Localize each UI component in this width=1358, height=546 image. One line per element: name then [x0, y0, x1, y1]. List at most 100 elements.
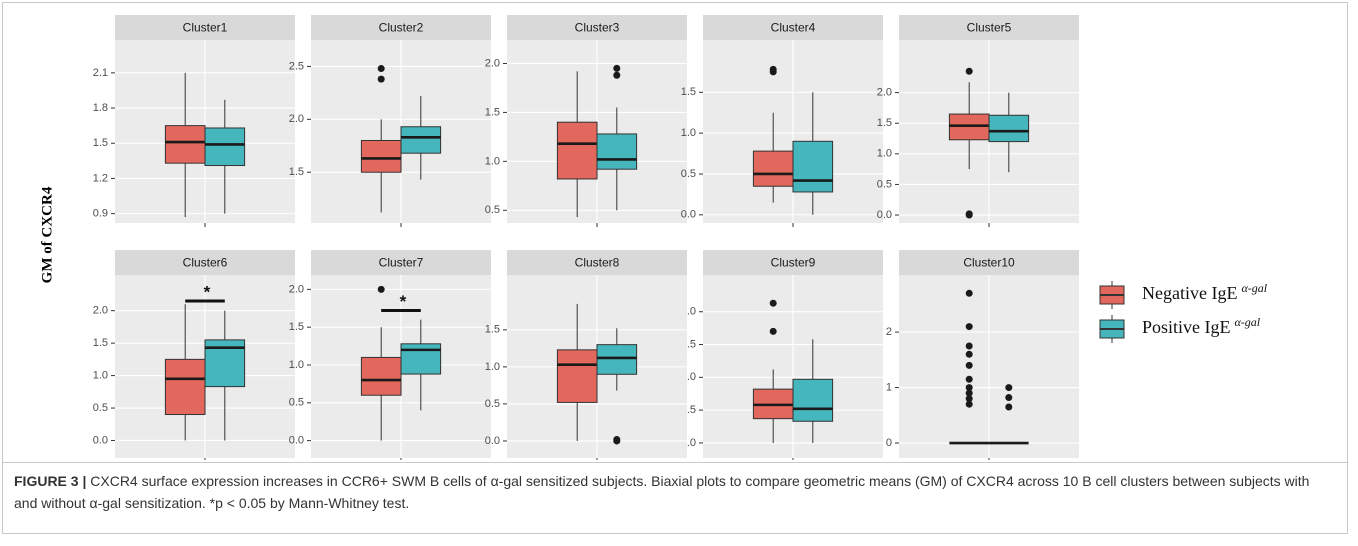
- box: [596, 133, 638, 170]
- box: [204, 127, 246, 167]
- outlier: [965, 400, 973, 408]
- significance-label: *: [400, 292, 407, 311]
- outlier: [965, 210, 973, 218]
- y-tick-label: 0.5: [93, 402, 108, 414]
- box: [792, 378, 834, 422]
- legend-superscript: α-gal: [1241, 281, 1267, 295]
- panel-title: Cluster8: [575, 256, 620, 270]
- legend-name: Negative IgE: [1142, 283, 1237, 303]
- y-tick-label: 1.8: [93, 102, 108, 114]
- y-tick-label: 1.0: [289, 359, 304, 371]
- y-tick-label: 1: [886, 381, 892, 393]
- y-tick-label: 0.9: [93, 208, 108, 220]
- box: [556, 121, 598, 180]
- y-tick-label: .0: [687, 371, 696, 383]
- y-tick-label: 2.0: [485, 57, 500, 69]
- y-tick-label: 1.5: [93, 337, 108, 349]
- y-tick-label: 2.0: [289, 283, 304, 295]
- y-tick-label: 2.0: [877, 87, 892, 99]
- box: [596, 344, 638, 375]
- panel-title: Cluster4: [771, 21, 816, 35]
- y-tick-label: 1.5: [93, 137, 108, 149]
- outlier: [1005, 394, 1013, 402]
- strip: [115, 15, 295, 40]
- panel-title: Cluster5: [967, 21, 1012, 35]
- box: [556, 349, 598, 403]
- outlier: [377, 65, 385, 73]
- outlier: [613, 71, 621, 79]
- figure-frame: [2, 2, 1348, 534]
- strip: [703, 15, 883, 40]
- outlier: [965, 395, 973, 403]
- y-tick-label: 1.0: [681, 127, 696, 139]
- y-tick-label: 1.5: [485, 106, 500, 118]
- box: [752, 150, 794, 187]
- outlier: [965, 384, 973, 392]
- chart: GM of CXCR4 Cluster10.91.21.51.82.1Clust…: [39, 15, 1268, 460]
- y-tick-label: 0.0: [93, 434, 108, 446]
- y-tick-label: 2.1: [93, 67, 108, 79]
- y-tick-label: 1.5: [681, 86, 696, 98]
- strip: [899, 250, 1079, 275]
- panel-title: Cluster1: [183, 21, 228, 35]
- y-tick-label: 1.5: [289, 166, 304, 178]
- outlier: [377, 285, 385, 293]
- legend-label: Negative IgE α-gal: [1142, 281, 1268, 303]
- y-tick-label: 0.5: [681, 168, 696, 180]
- box: [400, 126, 442, 154]
- panel-title: Cluster6: [183, 256, 228, 270]
- y-tick-label: .5: [687, 338, 696, 350]
- outlier: [965, 375, 973, 383]
- y-tick-label: .0: [687, 306, 696, 318]
- y-tick-label: 1.2: [93, 172, 108, 184]
- box: [360, 139, 402, 173]
- y-tick-label: 1.5: [289, 321, 304, 333]
- outlier: [965, 67, 973, 75]
- box: [988, 114, 1030, 143]
- strip: [311, 250, 491, 275]
- strip: [507, 15, 687, 40]
- caption-rule: [2, 462, 1348, 463]
- y-tick-label: .5: [687, 404, 696, 416]
- outlier: [613, 435, 621, 443]
- outlier: [769, 327, 777, 335]
- y-tick-label: 0.0: [289, 435, 304, 447]
- panel-title: Cluster10: [963, 256, 1015, 270]
- y-axis-title: GM of CXCR4: [39, 186, 55, 283]
- outlier: [1005, 384, 1013, 392]
- outlier: [965, 342, 973, 350]
- box: [360, 356, 402, 396]
- y-tick-label: 0.0: [681, 209, 696, 221]
- outlier: [965, 350, 973, 358]
- y-tick-label: 2.5: [289, 60, 304, 72]
- y-tick-label: 0.0: [485, 435, 500, 447]
- outlier: [1005, 403, 1013, 411]
- caption-label: FIGURE 3 |: [14, 473, 87, 489]
- box: [164, 125, 206, 164]
- panel-title: Cluster2: [379, 21, 424, 35]
- y-tick-label: 2: [886, 326, 892, 338]
- outlier: [769, 65, 777, 73]
- outlier: [613, 64, 621, 72]
- strip: [311, 15, 491, 40]
- y-tick-label: 0: [886, 437, 892, 449]
- y-tick-label: 2.0: [93, 305, 108, 317]
- legend-name: Positive IgE: [1142, 317, 1231, 337]
- panel-title: Cluster9: [771, 256, 816, 270]
- y-tick-label: 1.0: [485, 361, 500, 373]
- y-tick-label: 1.5: [485, 324, 500, 336]
- y-tick-label: 0.0: [877, 209, 892, 221]
- y-tick-label: 0.5: [485, 398, 500, 410]
- caption-text: CXCR4 surface expression increases in CC…: [14, 473, 1310, 511]
- box: [164, 358, 206, 416]
- outlier: [965, 323, 973, 331]
- outlier: [769, 299, 777, 307]
- y-tick-label: 1.5: [877, 117, 892, 129]
- panel-title: Cluster7: [379, 256, 424, 270]
- panel-title: Cluster3: [575, 21, 620, 35]
- y-tick-label: 0.5: [289, 397, 304, 409]
- outlier: [965, 389, 973, 397]
- box: [792, 140, 834, 193]
- outlier: [377, 75, 385, 83]
